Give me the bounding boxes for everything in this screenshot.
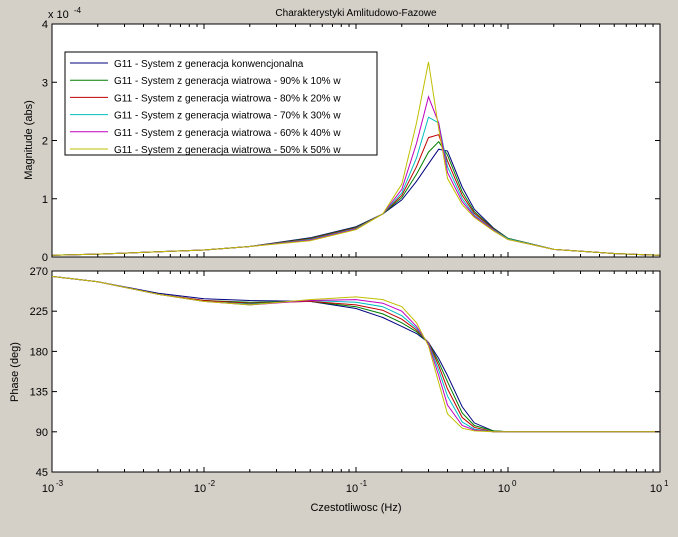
x-tick-label: 10 — [650, 483, 662, 495]
phase-axis-label: Phase (deg) — [9, 342, 21, 402]
legend-entry: G11 - System z generacja wiatrowa - 80% … — [114, 93, 341, 104]
y-tick-label: 45 — [36, 467, 48, 479]
legend-box — [64, 51, 378, 156]
y-tick-label: 4 — [42, 19, 48, 31]
x-tick-label-exponent: -1 — [360, 479, 368, 488]
x-tick-label-exponent: 0 — [512, 479, 517, 488]
y-tick-label: 270 — [30, 266, 48, 278]
x-tick-label: 10 — [194, 483, 206, 495]
x-tick-label: 10 — [346, 483, 358, 495]
legend-entry: G11 - System z generacja wiatrowa - 50% … — [114, 145, 341, 156]
legend-entry: G11 - System z generacja wiatrowa - 90% … — [114, 76, 341, 87]
x-tick-label-exponent: 1 — [664, 479, 669, 488]
magnitude-axis-label: Magnitude (abs) — [23, 100, 35, 180]
magnitude-series-line-6 — [51, 61, 661, 256]
y-tick-label: 135 — [30, 387, 48, 399]
legend-entry: G11 - System z generacja konwencjonalna — [114, 59, 304, 70]
magnitude-exponent-base: x 10 — [48, 9, 69, 21]
magnitude-ticks: 0 1 2 3 4 — [42, 19, 661, 264]
y-tick-label: 225 — [30, 306, 48, 318]
y-tick-label: 1 — [42, 194, 48, 206]
y-tick-label: 90 — [36, 427, 48, 439]
x-tick-label-exponent: -2 — [208, 479, 216, 488]
chart-title: Charakterystyki Amlitudowo-Fazowe — [275, 8, 437, 19]
y-tick-label: 3 — [42, 77, 48, 89]
magnitude-series-group — [51, 61, 661, 256]
legend: G11 - System z generacja konwencjonalna G… — [64, 51, 378, 156]
x-tick-label: 10 — [498, 483, 510, 495]
phase-axes — [51, 270, 661, 473]
phase-series-line-6 — [51, 275, 660, 433]
magnitude-exponent-label: x 10 -4 — [48, 6, 82, 21]
x-axis-label: Czestotliwosc (Hz) — [310, 502, 401, 514]
y-tick-label: 2 — [42, 136, 48, 148]
y-tick-label: 0 — [42, 252, 48, 264]
legend-entry: G11 - System z generacja wiatrowa - 70% … — [114, 111, 341, 122]
legend-entry: G11 - System z generacja wiatrowa - 60% … — [114, 128, 341, 139]
phase-series-group — [51, 275, 660, 433]
x-tick-label: 10 — [42, 483, 54, 495]
x-tick-label-exponent: -3 — [56, 479, 64, 488]
magnitude-exponent-power: -4 — [74, 6, 82, 15]
y-tick-label: 180 — [30, 346, 48, 358]
